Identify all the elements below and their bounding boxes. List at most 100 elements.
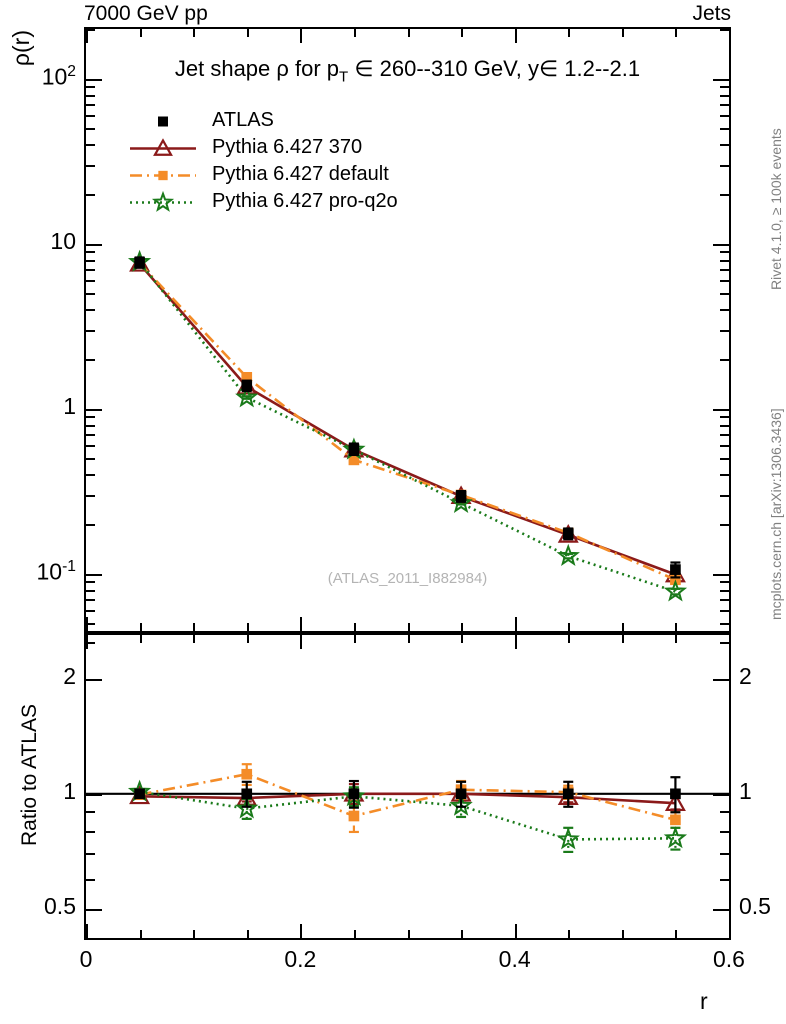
- axis-tick: [86, 445, 95, 448]
- axis-tick: [407, 29, 410, 37]
- axis-tick: [713, 678, 729, 681]
- axis-tick: [246, 623, 249, 631]
- axis-tick: [713, 408, 729, 411]
- axis-tick: [353, 930, 356, 938]
- axis-tick: [514, 924, 517, 938]
- axis-tick: [193, 635, 196, 643]
- axis-tick: [675, 29, 678, 37]
- legend-label: Pythia 6.427 pro-q2o: [212, 190, 398, 212]
- axis-tick: [86, 104, 95, 107]
- axis-tick: [86, 78, 102, 81]
- axis-tick: [720, 853, 729, 856]
- main-plot-canvas: [127, 249, 688, 602]
- axis-tick: [86, 909, 102, 912]
- axis-tick: [729, 617, 731, 631]
- axis-tick: [720, 330, 729, 332]
- legend-marker-open-triangle: [128, 135, 198, 162]
- axis-tick: [568, 635, 571, 643]
- legend-marker-filled-square: [128, 108, 198, 135]
- axis-tick: [713, 243, 729, 246]
- axis-tick: [86, 573, 102, 576]
- axis-tick: [353, 623, 356, 631]
- axis-tick: [86, 164, 95, 167]
- axis-tick: [86, 830, 95, 833]
- axis-tick: [621, 930, 624, 938]
- axis-tick: [720, 445, 729, 448]
- axis-tick: [720, 458, 729, 461]
- axis-tick: [407, 623, 410, 631]
- axis-tick: [193, 930, 196, 938]
- axis-tick: [720, 424, 729, 427]
- legend-marker-open-star: [128, 189, 198, 216]
- axis-tick: [675, 635, 678, 643]
- axis-tick: [720, 164, 729, 167]
- axis-tick: [86, 29, 88, 43]
- axis-tick: [720, 495, 729, 498]
- axis-tick: [713, 78, 729, 81]
- axis-tick: [461, 635, 464, 643]
- axis-tick: [86, 793, 102, 796]
- axis-tick: [720, 94, 729, 97]
- axis-tick: [86, 251, 95, 254]
- axis-tick: [86, 86, 95, 89]
- axis-tick: [86, 495, 95, 498]
- axis-tick: [300, 924, 303, 938]
- axis-tick: [300, 635, 303, 649]
- main-y-tick-label: 1: [63, 392, 76, 419]
- plot-title-sub: T: [339, 68, 349, 86]
- axis-tick: [86, 194, 95, 197]
- axis-tick: [86, 309, 95, 312]
- plot-title-pre: Jet shape ρ for p: [174, 56, 340, 81]
- axis-tick: [407, 635, 410, 643]
- axis-tick: [514, 635, 517, 649]
- legend-marker-filled-square: [128, 162, 198, 189]
- ratio-y-tick-label-left: 2: [63, 662, 76, 689]
- axis-tick: [246, 930, 249, 938]
- beam-energy-label: 7000 GeV pp: [84, 2, 208, 25]
- axis-tick: [720, 623, 729, 626]
- axis-tick: [86, 599, 95, 602]
- axis-tick: [139, 930, 142, 938]
- axis-tick: [86, 408, 102, 411]
- axis-tick: [720, 359, 729, 362]
- axis-tick: [713, 793, 729, 796]
- axis-tick: [86, 280, 95, 283]
- axis-tick: [720, 86, 729, 89]
- ratio-plot-canvas: [86, 763, 729, 854]
- axis-tick: [86, 259, 95, 262]
- axis-tick: [86, 330, 95, 332]
- main-y-tick-label: 10: [50, 227, 76, 254]
- axis-tick: [720, 251, 729, 254]
- rivet-version-caption: Rivet 4.1.0, ≥ 100k events: [768, 128, 784, 290]
- axis-tick: [729, 924, 731, 938]
- axis-tick: [720, 115, 729, 118]
- axis-tick: [86, 853, 95, 856]
- axis-tick: [720, 29, 729, 31]
- axis-tick: [720, 878, 729, 881]
- axis-tick: [86, 635, 88, 649]
- axis-tick: [407, 930, 410, 938]
- axis-tick: [86, 641, 95, 644]
- axis-tick: [86, 269, 95, 272]
- axis-tick: [300, 617, 303, 631]
- axis-tick: [86, 878, 95, 881]
- axis-tick: [621, 623, 624, 631]
- axis-tick: [621, 635, 624, 643]
- axis-tick: [86, 29, 95, 31]
- legend-label: Pythia 6.427 default: [212, 163, 389, 185]
- axis-tick: [86, 623, 95, 626]
- ratio-y-tick-label-right: 2: [739, 662, 752, 689]
- axis-tick: [86, 474, 95, 477]
- axis-tick: [729, 29, 731, 43]
- x-axis-title: r: [700, 988, 708, 1014]
- axis-tick: [139, 623, 142, 631]
- axis-tick: [720, 259, 729, 262]
- ratio-y-axis-title: Ratio to ATLAS: [18, 703, 41, 847]
- analysis-group-label: Jets: [692, 2, 731, 25]
- main-y-tick-label: 102: [41, 62, 76, 90]
- axis-tick: [720, 128, 729, 131]
- axis-tick: [246, 635, 249, 643]
- x-tick-label: 0.4: [498, 946, 531, 972]
- axis-tick: [720, 830, 729, 833]
